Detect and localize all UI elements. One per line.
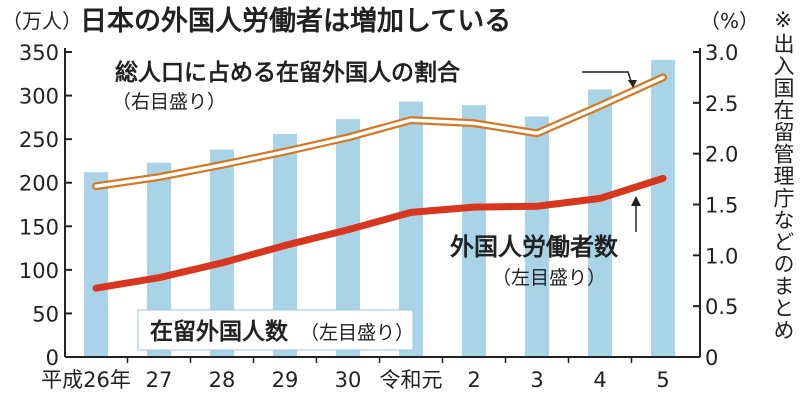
- x-tick-label: 5: [656, 368, 669, 392]
- left-tick-label: 0: [46, 346, 59, 370]
- bar: [525, 116, 549, 357]
- bar: [84, 172, 108, 357]
- x-tick-label: 令和元: [380, 368, 443, 392]
- x-tick-label: 3: [530, 368, 543, 392]
- right-tick-label: 1.5: [705, 194, 738, 218]
- x-tick-label: 30: [335, 368, 362, 392]
- right-tick-label: 2.5: [705, 92, 738, 116]
- right-tick-label: 0.5: [705, 295, 738, 319]
- left-axis-unit: （万人）: [2, 9, 82, 33]
- x-tick-label: 28: [209, 368, 236, 392]
- right-tick-label: 1.0: [705, 244, 738, 268]
- residents-label-box: [137, 309, 414, 351]
- x-tick-label: 4: [593, 368, 606, 392]
- right-tick-label: 3.0: [705, 41, 738, 65]
- workers-series-axis-note: （左目盛り）: [492, 267, 606, 289]
- bar: [462, 105, 486, 358]
- left-tick-label: 150: [19, 215, 59, 239]
- bar: [588, 89, 612, 357]
- left-tick-label: 50: [32, 302, 59, 326]
- ratio-series-axis-note: （右目盛り）: [112, 91, 226, 113]
- residents-series-axis-note: （左目盛り）: [300, 322, 414, 344]
- source-note: ※出入国在留管理庁などのまとめ: [771, 8, 795, 341]
- workers-series-label: 外国人労働者数: [450, 233, 619, 261]
- workers-arrowhead: [631, 196, 641, 206]
- x-tick-label: 平成26年: [41, 368, 131, 392]
- right-tick-label: 2.0: [705, 143, 738, 167]
- right-axis-unit: （%）: [700, 9, 759, 33]
- bar: [651, 59, 675, 357]
- left-tick-label: 100: [19, 259, 59, 283]
- x-tick-label: 2: [467, 368, 480, 392]
- right-tick-label: 0: [705, 346, 718, 370]
- ratio-arrowhead: [628, 80, 637, 88]
- left-tick-label: 200: [19, 172, 59, 196]
- left-tick-label: 250: [19, 128, 59, 152]
- residents-series-label: 在留外国人数: [150, 318, 289, 345]
- x-tick-label: 27: [146, 368, 173, 392]
- ratio-line-inner: [94, 75, 665, 188]
- ratio-series-label: 総人口に占める在留外国人の割合: [115, 59, 461, 86]
- x-tick-label: 29: [272, 368, 299, 392]
- chart-title: 日本の外国人労働者は増加している: [80, 5, 511, 37]
- left-tick-label: 350: [19, 41, 59, 65]
- ratio-arrow: [582, 71, 633, 85]
- workers-line: [92, 174, 667, 292]
- left-tick-label: 300: [19, 85, 59, 109]
